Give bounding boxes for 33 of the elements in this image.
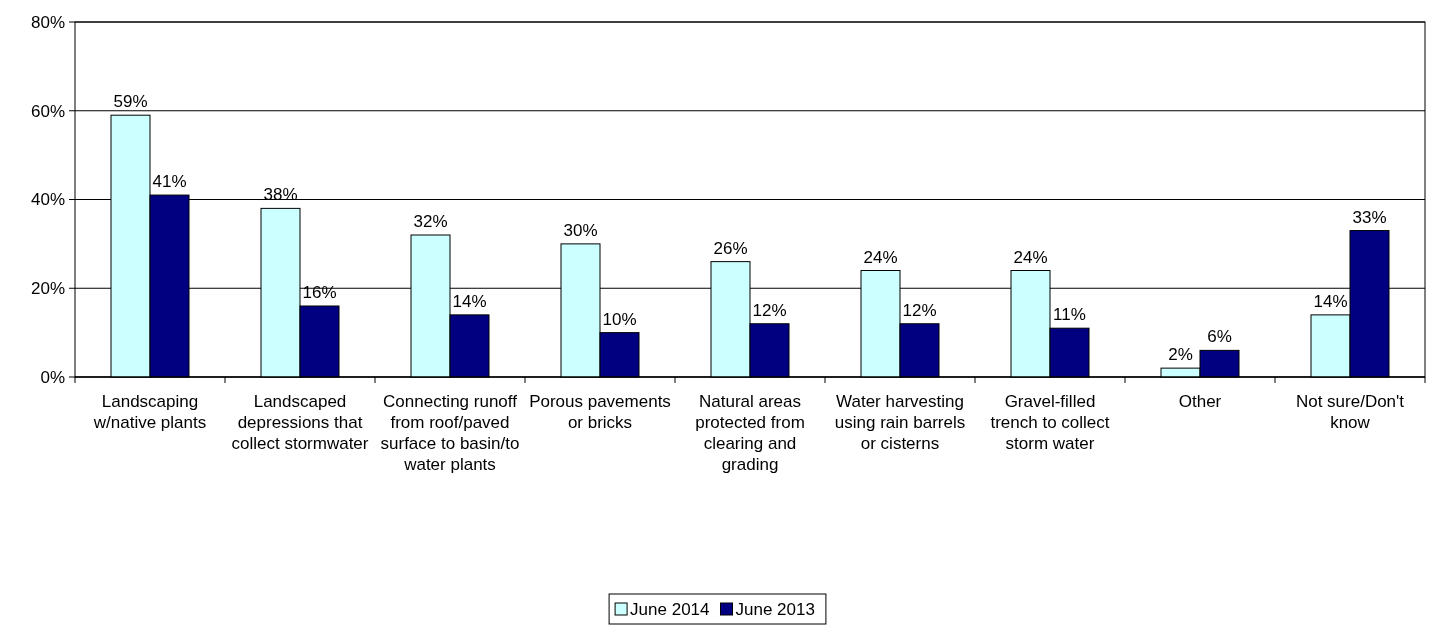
x-tick-label: Gravel-filled trench to collect storm water: [990, 392, 1110, 453]
data-label: 14%: [452, 291, 487, 311]
y-tick-label: 40%: [30, 190, 65, 210]
data-label: 59%: [113, 92, 148, 112]
x-tick-label: Natural areas protected from clearing and grading: [695, 392, 805, 474]
data-label: 6%: [1207, 327, 1232, 347]
x-tick-label: Water harvesting using rain barrels or cisterns: [834, 392, 966, 453]
data-label: 2%: [1168, 345, 1193, 365]
data-label: 30%: [563, 220, 598, 240]
y-tick-label: 20%: [30, 279, 65, 299]
data-label: 12%: [752, 300, 787, 320]
data-label: 24%: [1013, 247, 1048, 267]
y-tick-label: 80%: [30, 12, 65, 32]
data-label: 26%: [713, 238, 748, 258]
data-label: 14%: [1313, 291, 1348, 311]
y-tick-label: 0%: [40, 367, 65, 387]
legend-label: June 2013: [735, 599, 815, 619]
data-label: 10%: [602, 309, 637, 329]
x-tick-label: Landscaping w/native plants: [92, 392, 207, 432]
x-tick-label: Connecting runoff from roof/paved surface to basin/to water plants: [380, 392, 520, 474]
legend-label: June 2014: [630, 599, 710, 619]
x-tick-label: Not sure/Don't know: [1295, 392, 1405, 432]
data-label: 41%: [152, 172, 187, 192]
data-label: 24%: [863, 247, 898, 267]
x-tick-label: Landscaped depressions that collect stormwater: [231, 392, 369, 453]
x-tick-label: Other: [1178, 392, 1222, 411]
data-label: 16%: [302, 283, 337, 302]
data-label: 32%: [413, 212, 448, 231]
y-tick-label: 60%: [30, 101, 65, 121]
x-tick-label: Porous pavements or bricks: [529, 392, 671, 432]
data-label: 12%: [902, 300, 937, 320]
data-label: 11%: [1053, 305, 1086, 325]
data-label: 33%: [1352, 207, 1387, 227]
